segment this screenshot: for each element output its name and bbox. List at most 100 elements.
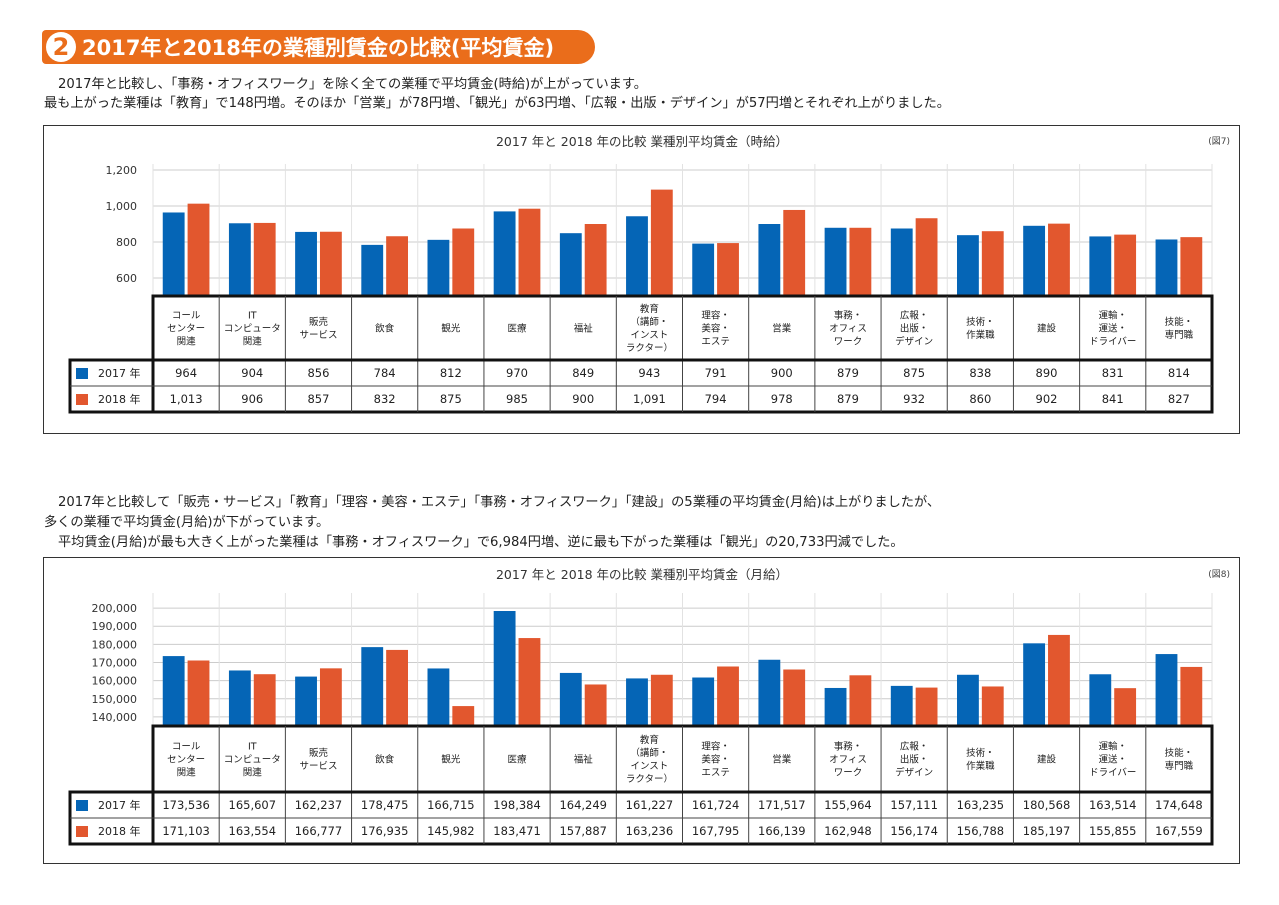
data-label: 161,227 bbox=[626, 798, 674, 812]
bar-2018 bbox=[452, 228, 475, 296]
category-label: 美容・ bbox=[701, 323, 730, 335]
legend-label: 2018 年 bbox=[98, 392, 141, 406]
data-label: 163,235 bbox=[957, 798, 1005, 812]
data-label: 857 bbox=[307, 392, 329, 406]
data-label: 163,236 bbox=[626, 824, 674, 838]
bar-2017 bbox=[824, 687, 847, 726]
data-label: 171,517 bbox=[758, 798, 806, 812]
data-label: 185,197 bbox=[1023, 824, 1071, 838]
category-label: インスト bbox=[631, 330, 669, 341]
bar-2018 bbox=[1048, 634, 1070, 726]
y-tick-label: 1,000 bbox=[106, 200, 138, 213]
data-label: 784 bbox=[374, 366, 396, 380]
data-label: 943 bbox=[638, 366, 660, 380]
category-label: エステ bbox=[701, 768, 730, 779]
category-label: ワーク bbox=[834, 337, 863, 348]
bar-2018 bbox=[650, 189, 673, 296]
category-label: コンピュータ bbox=[224, 324, 281, 335]
bar-2018 bbox=[915, 687, 938, 726]
legend-swatch bbox=[76, 368, 88, 379]
category-label: IT bbox=[248, 311, 257, 322]
data-label: 812 bbox=[440, 366, 462, 380]
data-label: 875 bbox=[903, 366, 925, 380]
bar-2017 bbox=[626, 216, 648, 296]
bar-2018 bbox=[1180, 237, 1203, 296]
category-label: 技術・ bbox=[966, 747, 995, 759]
bar-2018 bbox=[584, 224, 607, 296]
figure-label: (図7) bbox=[1208, 136, 1230, 147]
bar-2017 bbox=[957, 235, 979, 296]
bar-2017 bbox=[758, 659, 781, 726]
data-label: 900 bbox=[572, 392, 594, 406]
data-label: 849 bbox=[572, 366, 594, 380]
category-label: 福祉 bbox=[574, 323, 594, 335]
bar-2017 bbox=[692, 677, 715, 726]
category-label: 運送・ bbox=[1098, 754, 1127, 766]
bar-2017 bbox=[957, 674, 979, 726]
data-label: 156,174 bbox=[890, 824, 938, 838]
category-label: 飲食 bbox=[375, 323, 395, 335]
bar-2017 bbox=[493, 611, 516, 726]
category-label: 営業 bbox=[772, 323, 792, 335]
bar-2018 bbox=[1114, 234, 1137, 296]
category-label: 理容・ bbox=[701, 741, 730, 753]
bar-2018 bbox=[253, 674, 276, 726]
bar-2018 bbox=[1114, 688, 1137, 726]
chart-title: 2017 年と 2018 年の比較 業種別平均賃金（月給） bbox=[496, 567, 788, 582]
data-label: 985 bbox=[506, 392, 528, 406]
bar-2018 bbox=[783, 669, 806, 726]
category-label: 専門職 bbox=[1165, 760, 1194, 772]
data-label: 164,249 bbox=[559, 798, 607, 812]
category-label: 営業 bbox=[772, 754, 792, 766]
category-label: インスト bbox=[631, 761, 669, 772]
bar-2018 bbox=[1048, 223, 1070, 296]
category-label: デザイン bbox=[895, 336, 933, 348]
data-label: 180,568 bbox=[1023, 798, 1071, 812]
bar-2017 bbox=[559, 672, 582, 726]
bar-2017 bbox=[361, 244, 384, 296]
category-label: 販売 bbox=[309, 747, 328, 759]
data-label: 964 bbox=[175, 366, 197, 380]
category-label: サービス bbox=[299, 761, 337, 772]
data-label: 1,013 bbox=[170, 392, 203, 406]
y-tick-label: 160,000 bbox=[92, 675, 138, 688]
category-label: 教育 bbox=[640, 303, 659, 315]
hourly-wage-chart-svg: 2017 年と 2018 年の比較 業種別平均賃金（時給） (図7) 600 800 1… bbox=[68, 134, 1230, 414]
y-tick-label: 150,000 bbox=[92, 693, 138, 706]
data-label: 162,237 bbox=[295, 798, 343, 812]
y-tick-label: 190,000 bbox=[92, 620, 138, 633]
monthly-wage-chart: 2017 年と 2018 年の比較 業種別平均賃金（月給） (図8) 140,000… bbox=[43, 557, 1240, 864]
data-label: 890 bbox=[1036, 366, 1058, 380]
data-label: 875 bbox=[440, 392, 462, 406]
category-label: オフィス bbox=[829, 755, 867, 766]
category-label: コール bbox=[172, 311, 201, 322]
category-label: 関連 bbox=[177, 767, 197, 779]
bar-2018 bbox=[783, 209, 806, 296]
bar-2017 bbox=[162, 212, 185, 296]
bar-2017 bbox=[1023, 643, 1046, 726]
category-label: 理容・ bbox=[701, 310, 730, 322]
data-label: 841 bbox=[1102, 392, 1124, 406]
bar-2017 bbox=[228, 670, 251, 726]
category-label: 教育 bbox=[640, 734, 659, 746]
bar-2018 bbox=[386, 649, 408, 726]
data-label: 166,715 bbox=[427, 798, 475, 812]
category-label: 事務・ bbox=[834, 310, 863, 322]
data-label: 162,948 bbox=[824, 824, 872, 838]
legend-label: 2017 年 bbox=[98, 366, 141, 380]
bar-2017 bbox=[295, 676, 317, 726]
category-label: 作業職 bbox=[966, 329, 995, 341]
category-label: 出版・ bbox=[900, 323, 929, 335]
bar-2018 bbox=[650, 674, 673, 726]
paragraph1-line2: 最も上がった業種は「教育」で148円増。そのほか「営業」が78円増、「観光」が6… bbox=[44, 96, 950, 111]
category-label: ワーク bbox=[834, 768, 863, 779]
data-label: 173,536 bbox=[162, 798, 210, 812]
category-label: IT bbox=[248, 742, 257, 753]
data-label: 161,724 bbox=[692, 798, 740, 812]
category-label: 関連 bbox=[243, 767, 263, 779]
bar-2018 bbox=[717, 666, 739, 726]
hourly-wage-chart: 2017 年と 2018 年の比較 業種別平均賃金（時給） (図7) 600 800 1… bbox=[43, 125, 1240, 434]
bar-2018 bbox=[319, 231, 342, 296]
